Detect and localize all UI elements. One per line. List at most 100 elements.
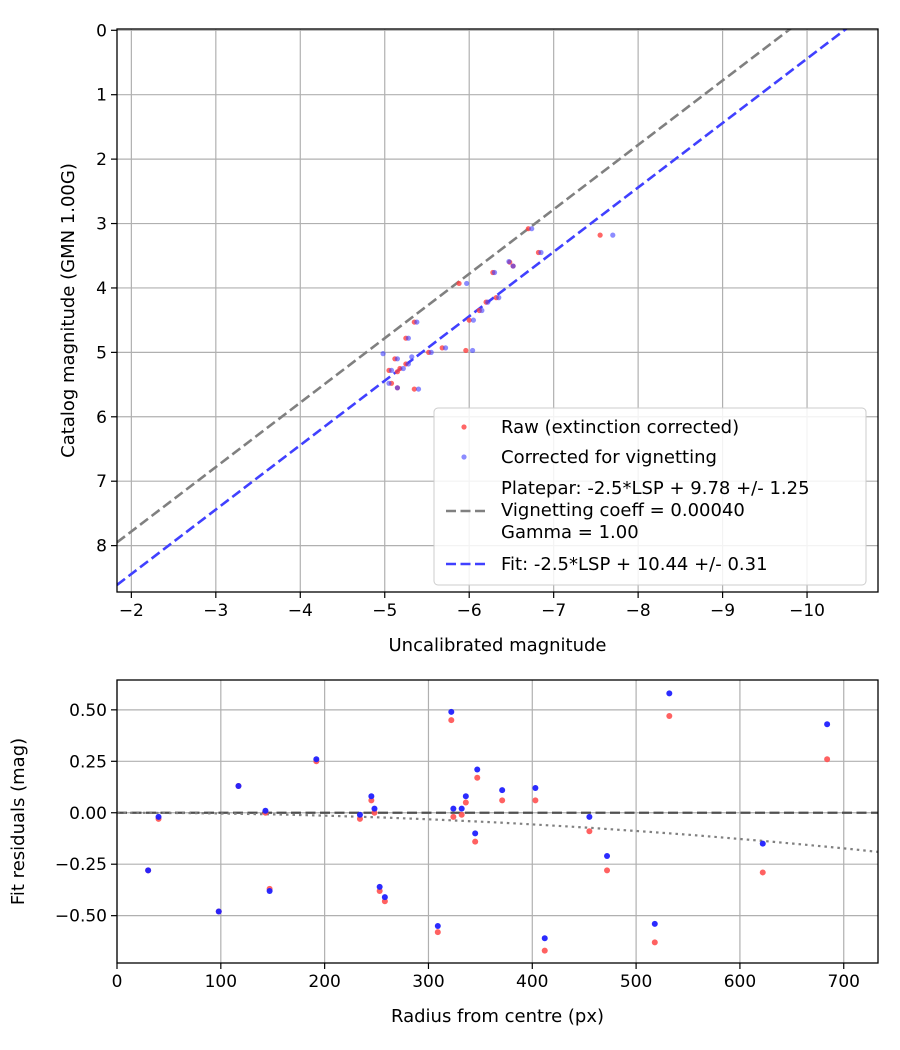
data-point: [415, 386, 422, 392]
data-point: [428, 349, 434, 355]
x-tick-label: 200: [308, 972, 340, 992]
data-point: [485, 299, 491, 305]
legend-marker-corrected: [461, 454, 467, 460]
data-point: [470, 317, 477, 323]
x-tick-label: −10: [789, 601, 825, 621]
x-tick-label: 100: [205, 972, 237, 992]
data-point: [155, 813, 162, 820]
legend-label-platepar-3: Gamma = 1.00: [501, 522, 639, 543]
plot-frame: [116, 28, 879, 593]
data-point: [474, 766, 481, 773]
data-point: [442, 345, 449, 351]
series-0-points: [386, 226, 603, 392]
series-0-points: [145, 713, 831, 954]
legend-label-fit: Fit: -2.5*LSP + 10.44 +/- 0.31: [501, 554, 768, 575]
data-point: [491, 269, 498, 276]
data-point: [388, 367, 395, 374]
legend-box: [433, 407, 867, 586]
data-point: [380, 351, 386, 357]
data-point: [462, 793, 469, 800]
series-1-points: [380, 226, 616, 392]
data-point: [472, 838, 479, 845]
data-point: [448, 708, 455, 715]
data-point: [313, 756, 320, 763]
y-tick-label: 0: [96, 21, 107, 41]
data-point: [496, 295, 502, 301]
x-tick-label: −3: [203, 601, 228, 621]
y-axis-label: Catalog magnitude (GMN 1.00G): [58, 163, 79, 458]
data-point: [456, 280, 462, 287]
legend-label-platepar-2: Vignetting coeff = 0.00040: [501, 500, 745, 521]
x-axis-label: Radius from centre (px): [391, 1006, 604, 1027]
y-tick-label: 7: [96, 472, 107, 492]
data-point: [368, 793, 375, 800]
y-tick-label: 0.00: [69, 804, 107, 824]
legend-label-platepar-1: Platepar: -2.5*LSP + 9.78 +/- 1.25: [501, 478, 810, 499]
grid: [116, 680, 878, 963]
data-point: [499, 787, 506, 794]
y-tick-label: 4: [96, 279, 107, 299]
data-point: [610, 232, 616, 238]
data-point: [472, 830, 479, 837]
data-point: [824, 756, 831, 763]
x-tick-label: 0: [112, 972, 123, 992]
data-point: [586, 813, 593, 820]
data-point: [462, 799, 469, 806]
data-point: [541, 947, 548, 954]
data-point: [597, 232, 603, 238]
y-tick-label: 8: [96, 537, 107, 557]
data-point: [394, 369, 401, 375]
data-point: [541, 935, 548, 942]
data-point: [450, 813, 457, 820]
x-tick-label: 300: [412, 972, 444, 992]
data-point: [386, 380, 392, 386]
data-point: [466, 317, 472, 323]
data-point: [371, 809, 378, 816]
data-point: [469, 347, 476, 354]
data-point: [666, 690, 673, 697]
data-point: [474, 774, 481, 781]
data-point: [450, 805, 457, 812]
data-point: [759, 840, 766, 847]
data-point: [604, 867, 611, 874]
data-point: [586, 828, 593, 835]
data-point: [464, 280, 470, 287]
y-tick-label: 0.50: [69, 701, 107, 721]
data-point: [235, 782, 242, 789]
y-tick-label: 0.25: [69, 752, 107, 772]
x-tick-label: −6: [457, 601, 482, 621]
plot-frame: [116, 679, 879, 964]
data-point: [368, 797, 375, 804]
x-tick-label: −8: [626, 601, 651, 621]
data-point: [394, 356, 401, 362]
y-tick-label: −0.50: [55, 907, 107, 927]
legend-label-corrected: Corrected for vignetting: [501, 447, 717, 468]
data-point: [529, 226, 535, 232]
y-tick-label: 3: [96, 215, 107, 235]
bottom-residuals-chart: 0 100 200 300 400 500 600 700 −0.50 −0.25 0.00 0.25…: [8, 679, 879, 1027]
data-point: [262, 807, 269, 814]
x-tick-label: −4: [288, 601, 313, 621]
y-tick-label: 5: [96, 343, 107, 363]
data-point: [376, 887, 383, 894]
data-point: [414, 319, 420, 325]
y-tick-label: 1: [96, 86, 107, 106]
data-point: [463, 347, 469, 354]
x-tick-label: −7: [541, 601, 566, 621]
data-point: [434, 929, 441, 936]
x-axis-label: Uncalibrated magnitude: [388, 635, 606, 656]
data-point: [405, 335, 411, 341]
data-point: [394, 385, 401, 391]
data-point: [381, 898, 388, 905]
data-point: [479, 307, 485, 314]
data-point: [824, 721, 831, 728]
data-point: [356, 811, 363, 818]
data-point: [651, 920, 658, 927]
data-point: [381, 894, 388, 901]
x-tick-label: 500: [620, 972, 652, 992]
data-point: [510, 263, 516, 269]
data-point: [666, 713, 673, 720]
x-tick-label: 700: [828, 972, 860, 992]
y-tick-label: 6: [96, 408, 107, 428]
